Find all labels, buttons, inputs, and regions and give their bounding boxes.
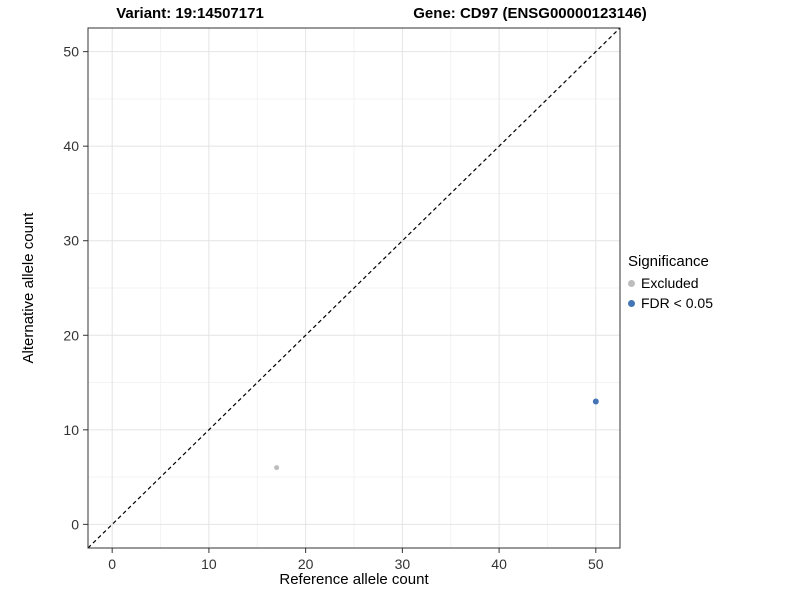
y-tick-label: 50 — [63, 44, 79, 60]
legend-entries: Excluded FDR < 0.05 — [628, 273, 713, 313]
y-tick-label: 20 — [63, 327, 79, 343]
legend-entry: Excluded — [628, 273, 713, 293]
identity-line — [87, 27, 621, 549]
gene-title: Gene: CD97 (ENSG00000123146) — [413, 5, 647, 22]
y-axis-label: Alternative allele count — [20, 212, 37, 364]
variant-title: Variant: 19:14507171 — [116, 5, 264, 22]
y-tick-label: 10 — [63, 422, 79, 438]
y-tick-label: 0 — [71, 516, 79, 532]
legend-entry-label: Excluded — [641, 275, 699, 291]
legend-dot-icon — [628, 279, 635, 287]
x-tick-label: 0 — [108, 556, 116, 572]
data-point — [592, 398, 599, 405]
y-tick-label: 40 — [63, 138, 79, 154]
legend-dot-icon — [628, 299, 635, 307]
legend-title: Significance — [628, 253, 709, 270]
x-axis-label: Reference allele count — [279, 571, 429, 588]
legend: Significance Excluded FDR < 0.05 — [628, 253, 713, 313]
y-tick-label: 30 — [63, 233, 79, 249]
data-point — [274, 465, 280, 471]
panel-border — [87, 27, 621, 549]
legend-entry: FDR < 0.05 — [628, 293, 713, 313]
x-tick-label: 50 — [588, 556, 604, 572]
x-tick-label: 10 — [201, 556, 217, 572]
x-tick-label: 30 — [395, 556, 411, 572]
legend-entry-label: FDR < 0.05 — [641, 295, 713, 311]
x-tick-label: 20 — [298, 556, 314, 572]
x-tick-label: 40 — [491, 556, 507, 572]
